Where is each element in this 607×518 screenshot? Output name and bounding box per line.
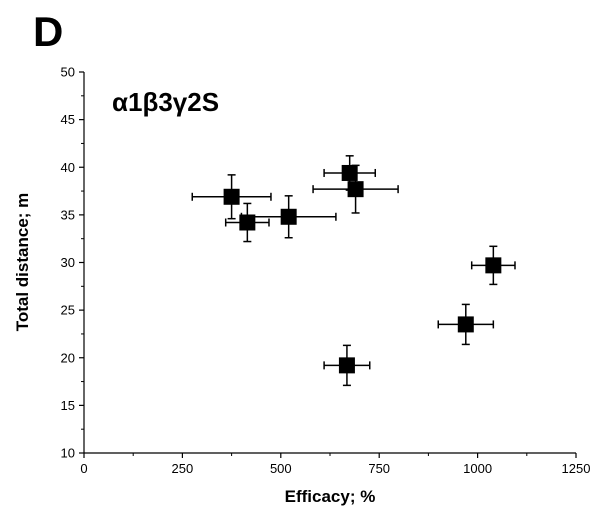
data-point xyxy=(224,202,270,243)
y-tick-label: 25 xyxy=(61,303,75,318)
y-tick-label: 40 xyxy=(61,160,75,175)
square-marker xyxy=(338,357,355,374)
tick-marks xyxy=(79,71,577,458)
square-marker xyxy=(239,214,256,231)
x-tick-label: 750 xyxy=(368,461,390,476)
x-tick-label: 0 xyxy=(80,461,87,476)
panel-label: D xyxy=(33,8,63,55)
x-axis-label: Efficacy; % xyxy=(285,487,376,506)
square-marker xyxy=(457,316,474,333)
data-point xyxy=(470,245,516,286)
square-marker xyxy=(280,208,297,225)
data-point xyxy=(312,164,399,214)
data-point xyxy=(240,195,337,239)
data-point xyxy=(323,344,371,387)
axes xyxy=(83,72,576,454)
x-tick-label: 1000 xyxy=(463,461,492,476)
square-marker xyxy=(347,181,364,198)
y-tick-label: 15 xyxy=(61,398,75,413)
square-marker xyxy=(223,188,240,205)
chart-annotation: α1β3γ2S xyxy=(112,87,219,117)
y-tick-label: 30 xyxy=(61,255,75,270)
x-tick-label: 500 xyxy=(270,461,292,476)
square-marker xyxy=(485,257,502,274)
data-point xyxy=(191,174,272,220)
y-tick-label: 50 xyxy=(61,65,75,80)
x-tick-label: 250 xyxy=(172,461,194,476)
tick-labels: 0 250 500 750 1000 1250 10 15 20 25 30 35 40 45 50 xyxy=(61,65,591,477)
x-tick-label: 1250 xyxy=(562,461,591,476)
y-tick-label: 35 xyxy=(61,207,75,222)
y-tick-label: 10 xyxy=(61,446,75,461)
y-axis-label: Total distance; m xyxy=(13,193,32,332)
data-points xyxy=(191,155,516,387)
y-tick-label: 20 xyxy=(61,350,75,365)
square-marker xyxy=(341,164,358,181)
data-point xyxy=(437,303,495,346)
y-tick-label: 45 xyxy=(61,112,75,127)
